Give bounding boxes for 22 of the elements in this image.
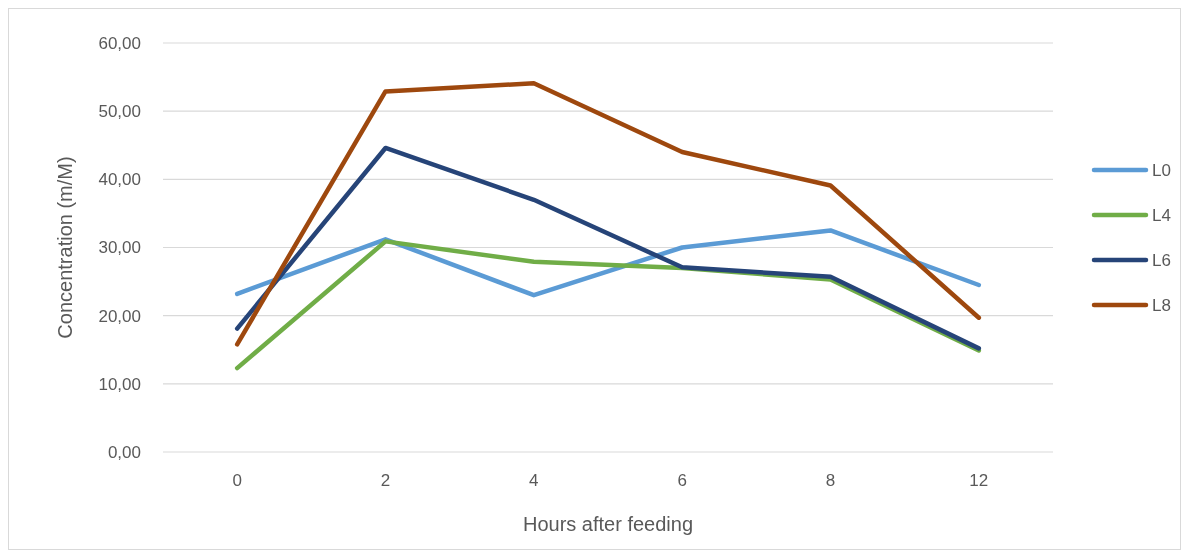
y-tick-label: 50,00 [98,102,141,122]
y-tick-label: 0,00 [107,442,141,462]
y-axis-title: Concentration (m/M) [54,156,76,339]
legend-label: L0 [1152,160,1171,180]
legend-label: L8 [1152,295,1171,315]
line-series [234,80,982,347]
y-tick-label: 20,00 [98,306,141,326]
y-tick-label: 60,00 [98,33,141,53]
line-series [234,228,982,298]
legend-label: L4 [1152,205,1171,225]
x-tick-label: 0 [232,471,242,490]
x-tick-label: 2 [380,471,391,490]
x-tick-label: 4 [529,471,539,490]
x-tick-label: 8 [825,471,836,490]
y-tick-label: 40,00 [98,170,141,190]
y-tick-label: 30,00 [98,238,141,258]
line-series [234,145,982,351]
y-tick-label: 10,00 [98,374,141,394]
x-axis-title: Hours after feeding [522,513,694,535]
legend-label: L6 [1152,250,1171,270]
x-tick-label: 6 [677,471,687,490]
x-tick-label: 12 [969,471,989,490]
